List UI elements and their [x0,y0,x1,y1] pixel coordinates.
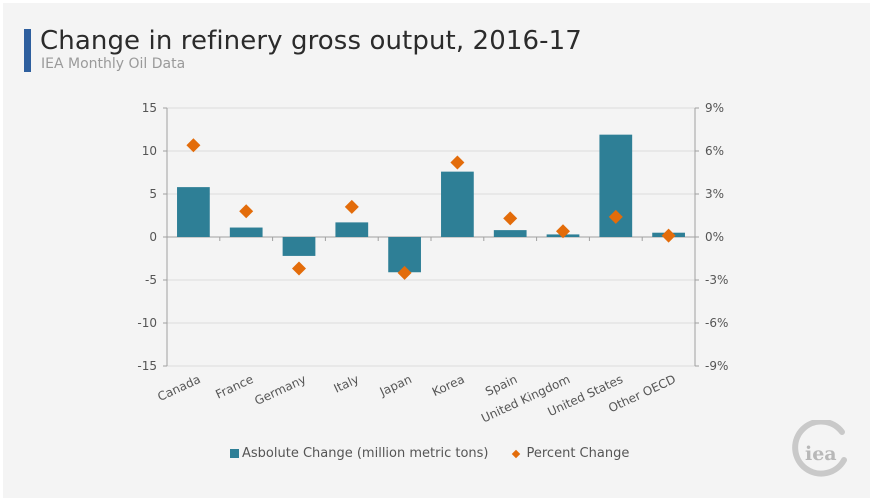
logo-text: iea [805,443,837,465]
legend: Asbolute Change (million metric tons) Pe… [230,446,629,461]
legend-label-absolute: Asbolute Change (million metric tons) [242,446,489,461]
right-tick-label: 0% [705,230,724,244]
right-tick-label: -9% [705,359,728,373]
chart-title: Change in refinery gross output, 2016-17 [40,26,582,56]
category-label: United Kingdom [479,372,572,425]
bar [493,230,527,237]
category-label: Canada [155,372,202,404]
bar-series [177,134,685,273]
percent-marker [556,224,570,239]
percent-marker [503,211,518,226]
category-label: Korea [430,372,467,399]
iea-logo-icon: iea [792,420,847,477]
marker-series [186,138,676,280]
category-label: Italy [332,372,362,396]
right-tick-label: 9% [705,101,724,115]
bar [282,237,316,256]
legend-marker-swatch [511,449,520,458]
right-tick-label: -6% [705,316,728,330]
chart-frame [3,3,870,498]
left-tick-label: 0 [149,230,157,244]
title-accent-bar [24,29,31,72]
category-label: France [213,372,255,402]
bar [177,187,210,237]
percent-marker [292,261,306,276]
bar [441,171,474,237]
bar [229,227,263,237]
right-axis-ticks: 9% 6% 3% 0% -3% -6% -9% [705,101,728,373]
left-tick-label: -5 [145,273,157,287]
percent-marker [608,209,623,224]
percent-marker [344,199,359,214]
category-label: Spain [483,372,519,399]
right-tick-label: 3% [705,187,724,201]
legend-label-percent: Percent Change [526,446,630,461]
right-tick-label: -3% [705,273,728,287]
percent-marker [450,155,465,170]
left-tick-label: -15 [137,359,157,373]
category-label: Japan [377,372,414,399]
category-label: Germany [252,372,308,408]
left-tick-label: 10 [142,144,157,158]
left-tick-label: 15 [142,101,157,115]
legend-bar-swatch [230,449,239,458]
bar [335,222,369,237]
left-tick-label: 5 [149,187,157,201]
left-tick-label: -10 [137,316,157,330]
left-axis-ticks: 15 10 5 0 -5 -10 -15 [137,101,157,373]
percent-marker [239,204,254,219]
percent-marker [186,138,201,153]
chart-subtitle: IEA Monthly Oil Data [41,56,186,72]
percent-marker [661,228,676,243]
right-tick-label: 6% [705,144,724,158]
percent-marker [397,265,412,280]
